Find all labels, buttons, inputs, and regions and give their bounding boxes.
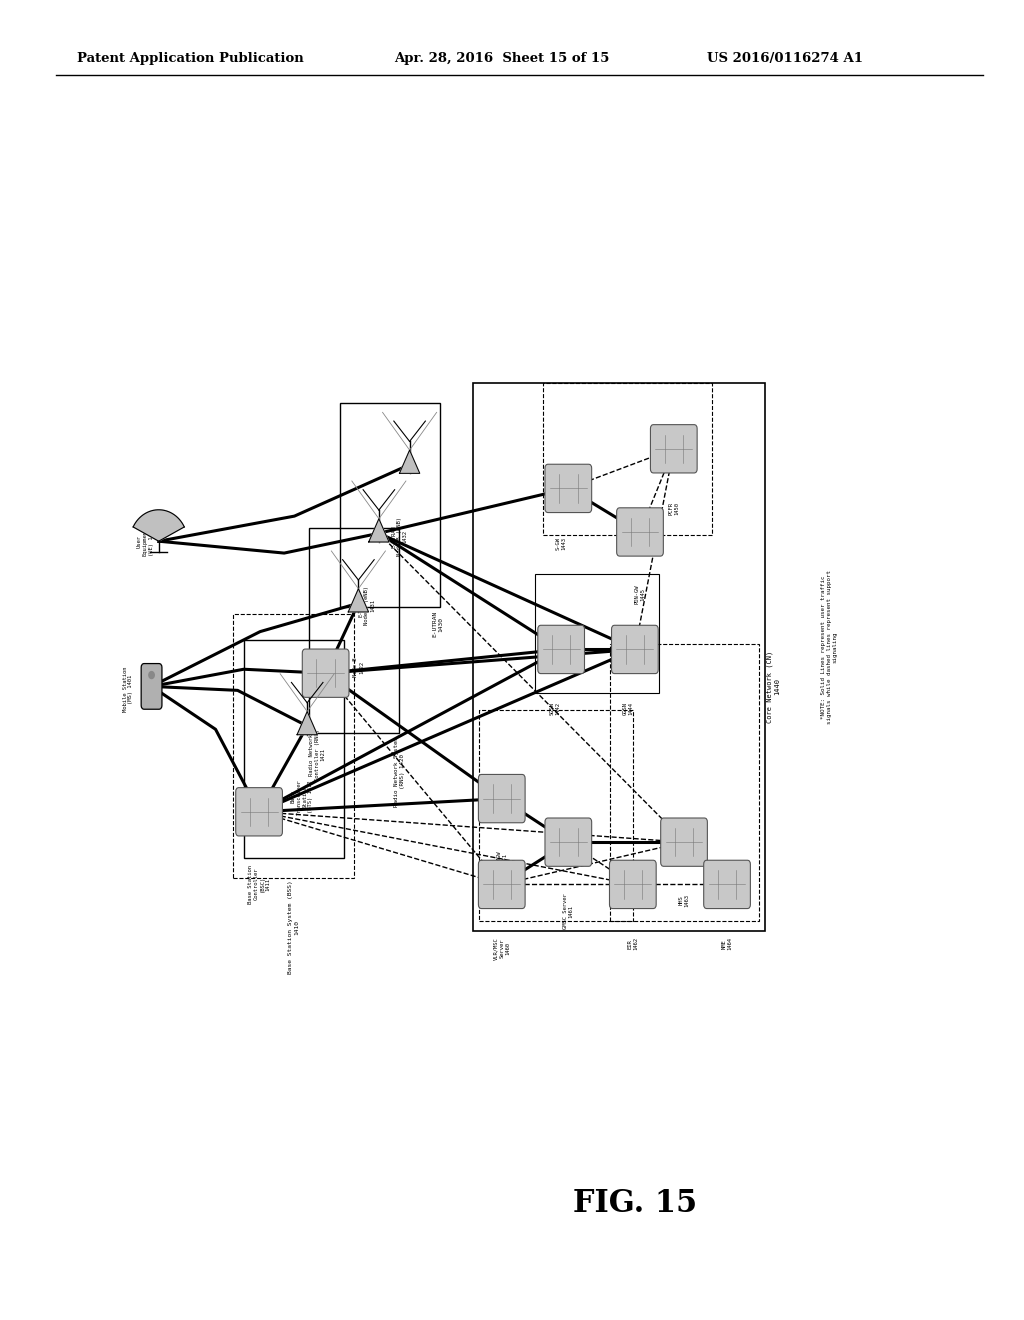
Text: E-UTRAN
1430: E-UTRAN 1430	[433, 611, 443, 638]
Text: Base Station System (BSS)
1410: Base Station System (BSS) 1410	[289, 880, 299, 974]
Text: Node B
1422: Node B 1422	[353, 657, 364, 677]
Bar	[543, 383, 712, 535]
FancyBboxPatch shape	[650, 425, 697, 473]
FancyBboxPatch shape	[616, 508, 664, 556]
Text: US 2016/0116274 A1: US 2016/0116274 A1	[707, 53, 862, 65]
Text: MME
1464: MME 1464	[722, 937, 732, 950]
FancyBboxPatch shape	[538, 626, 585, 673]
Bar	[233, 614, 354, 878]
Bar	[340, 403, 440, 607]
Bar	[535, 574, 659, 693]
Circle shape	[148, 672, 155, 678]
Text: *NOTE: Solid Lines represent user traffic
signals while dashed lines represent s: *NOTE: Solid Lines represent user traffi…	[821, 570, 838, 723]
Text: Radio Network System
(RNS) 1420: Radio Network System (RNS) 1420	[394, 737, 404, 807]
Bar	[610, 644, 759, 921]
Text: GGSN
1444: GGSN 1444	[623, 702, 633, 715]
Text: Mobile Station
(MS) 1401: Mobile Station (MS) 1401	[123, 667, 133, 711]
FancyBboxPatch shape	[141, 664, 162, 709]
Polygon shape	[297, 711, 317, 735]
FancyBboxPatch shape	[302, 649, 349, 697]
Polygon shape	[133, 510, 184, 541]
Text: Apr. 28, 2016  Sheet 15 of 15: Apr. 28, 2016 Sheet 15 of 15	[394, 53, 609, 65]
Text: Core Network (CN)
1440: Core Network (CN) 1440	[766, 651, 780, 722]
FancyBboxPatch shape	[609, 861, 656, 908]
Text: E-UTRAN
Node B (eNB)
1431: E-UTRAN Node B (eNB) 1431	[358, 586, 375, 626]
FancyBboxPatch shape	[478, 775, 525, 822]
Text: E-UTRAN
Node B (eNB)
1432: E-UTRAN Node B (eNB) 1432	[391, 517, 408, 557]
Text: Radio Network
Controller (RNC)
1421: Radio Network Controller (RNC) 1421	[309, 729, 326, 780]
Polygon shape	[399, 450, 420, 474]
FancyBboxPatch shape	[660, 818, 708, 866]
Bar	[244, 640, 344, 858]
Text: FIG. 15: FIG. 15	[572, 1188, 697, 1220]
Bar	[479, 710, 633, 921]
FancyBboxPatch shape	[545, 818, 592, 866]
Bar	[309, 528, 399, 733]
Text: SGSN
1442: SGSN 1442	[550, 702, 560, 715]
FancyBboxPatch shape	[545, 465, 592, 512]
Text: HHS
1463: HHS 1463	[679, 894, 689, 907]
Text: CS-MGW
1441: CS-MGW 1441	[497, 850, 507, 870]
Text: PCFR
1450: PCFR 1450	[669, 502, 679, 515]
Text: PDN-GW
1445: PDN-GW 1445	[635, 585, 645, 605]
FancyBboxPatch shape	[478, 861, 525, 908]
FancyBboxPatch shape	[236, 788, 283, 836]
Text: GMSC Server
1461: GMSC Server 1461	[563, 894, 573, 929]
Text: EIR
1462: EIR 1462	[628, 937, 638, 950]
Bar	[473, 383, 765, 931]
Text: VLR/MSC
Server
1460: VLR/MSC Server 1460	[494, 937, 510, 960]
Text: Base Station
Controller
(BSC)
1411: Base Station Controller (BSC) 1411	[248, 865, 270, 904]
Text: Base
Transceiver
Station
(BTS) 1412: Base Transceiver Station (BTS) 1412	[291, 779, 313, 814]
Text: User
Equipment
(UE) 1402: User Equipment (UE) 1402	[137, 527, 154, 556]
Polygon shape	[369, 519, 389, 543]
FancyBboxPatch shape	[703, 861, 751, 908]
Polygon shape	[348, 589, 369, 612]
Text: S-GW
1443: S-GW 1443	[556, 537, 566, 550]
FancyBboxPatch shape	[611, 626, 658, 673]
Text: Patent Application Publication: Patent Application Publication	[77, 53, 303, 65]
